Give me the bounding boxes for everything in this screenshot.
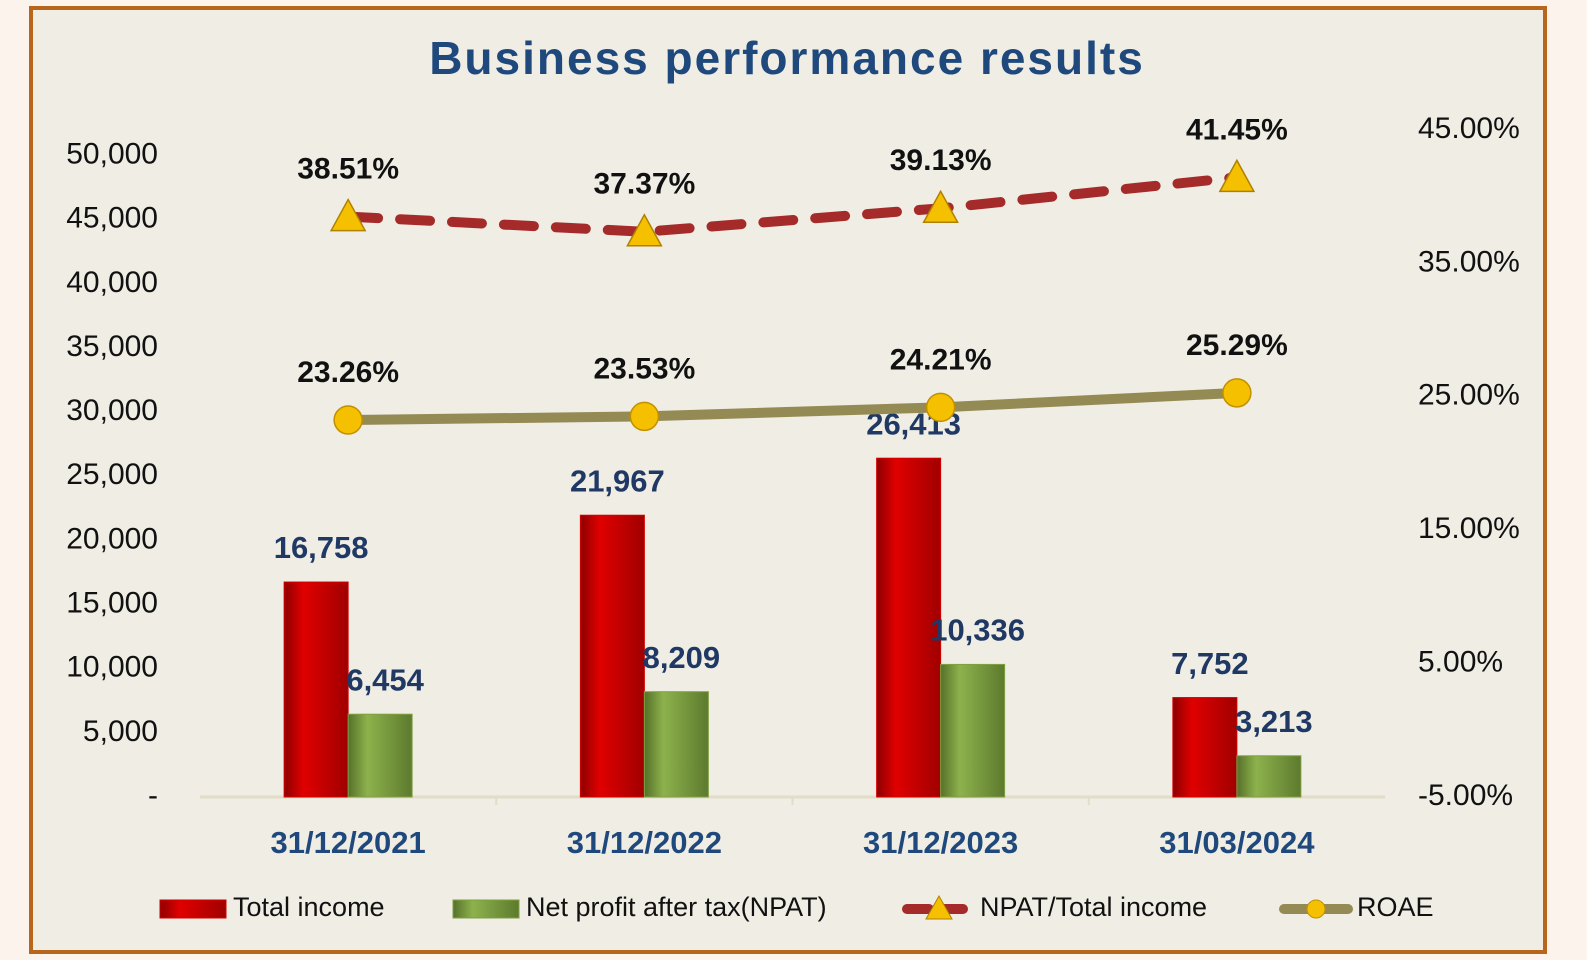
data-label: 24.21% [890, 343, 992, 376]
x-tick-label: 31/12/2023 [863, 825, 1018, 860]
marker [1218, 158, 1256, 193]
data-label: 25.29% [1186, 329, 1288, 362]
y-tick-label: 15,000 [66, 587, 158, 620]
data-label: 8,209 [643, 640, 721, 675]
legend-marker [925, 894, 953, 920]
y-tick-label: 25,000 [66, 458, 158, 491]
marker [922, 189, 959, 224]
y2-tick-label: -5.00% [1418, 779, 1513, 812]
y-tick-label: 5,000 [83, 715, 158, 748]
data-label: 23.53% [594, 352, 696, 385]
x-tick-label: 31/12/2022 [567, 825, 722, 860]
legend-label: NPAT/Total income [980, 892, 1207, 922]
marker [925, 392, 956, 423]
data-label: 7,752 [1171, 646, 1249, 681]
bar [876, 457, 942, 798]
y-tick-label: 35,000 [66, 330, 158, 363]
data-label: 10,336 [930, 613, 1025, 648]
legend-label: Total income [233, 892, 385, 922]
bar [347, 713, 413, 798]
y2-tick-label: 5.00% [1418, 646, 1503, 679]
bar [643, 691, 709, 798]
line-series [343, 172, 1242, 237]
legend-marker [1306, 899, 1326, 919]
y2-tick-label: 45.00% [1418, 112, 1520, 145]
data-label: 41.45% [1186, 113, 1288, 146]
y-tick-label: 50,000 [66, 138, 158, 171]
y-tick-label: 10,000 [66, 651, 158, 684]
data-label: 21,967 [570, 463, 665, 498]
bar [1172, 697, 1238, 798]
y-tick-label: 40,000 [66, 266, 158, 299]
x-tick-label: 31/03/2024 [1159, 825, 1315, 860]
x-tick-label: 31/12/2021 [271, 825, 426, 860]
marker [333, 405, 363, 435]
bar [283, 581, 349, 798]
data-label: 37.37% [594, 168, 696, 201]
y-tick-label: 20,000 [66, 522, 158, 555]
y2-tick-label: 15.00% [1418, 512, 1520, 545]
y2-tick-label: 35.00% [1418, 245, 1520, 278]
legend-swatch [452, 899, 520, 919]
data-label: 23.26% [297, 356, 399, 389]
data-label: 16,758 [274, 530, 369, 565]
marker [329, 198, 367, 232]
data-label: 39.13% [890, 144, 992, 177]
y-tick-label: 30,000 [66, 394, 158, 427]
marker [626, 213, 663, 247]
bar [579, 514, 645, 798]
legend-swatch [159, 899, 227, 919]
bar [1236, 755, 1302, 798]
legend-label: ROAE [1357, 892, 1434, 922]
chart-frame [29, 6, 1547, 954]
chart-title: Business performance results [429, 32, 1145, 84]
line-series [343, 387, 1242, 426]
data-label: 3,213 [1235, 704, 1313, 739]
marker [1222, 378, 1252, 408]
legend-label: Net profit after tax(NPAT) [526, 892, 827, 922]
data-label: 38.51% [297, 152, 399, 185]
marker [629, 401, 660, 432]
y-tick-label: 45,000 [66, 202, 158, 235]
bar [940, 663, 1006, 798]
y2-tick-label: 25.00% [1418, 379, 1520, 412]
data-label: 6,454 [346, 662, 424, 697]
y-tick-label: - [148, 779, 158, 812]
